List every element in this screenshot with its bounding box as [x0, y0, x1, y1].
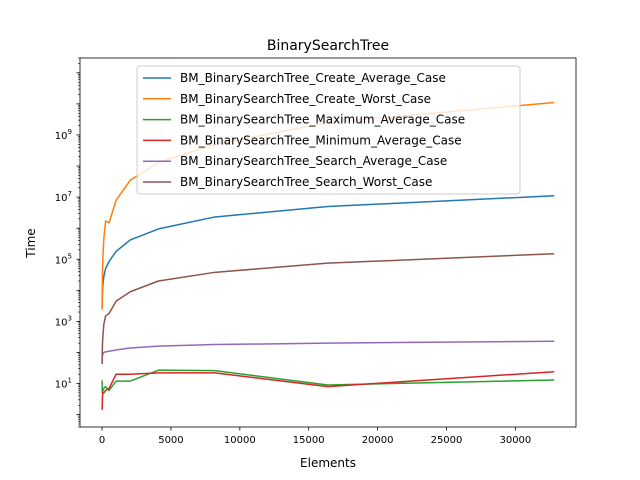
legend-label-2: BM_BinarySearchTree_Create_Worst_Case [180, 92, 431, 106]
series-line-6 [101, 253, 555, 365]
x-axis-ticks: 0 5000 10000 15000 20000 25000 30000 [99, 427, 531, 446]
legend-label-6: BM_BinarySearchTree_Search_Worst_Case [180, 175, 432, 189]
legend-label-3: BM_BinarySearchTree_Maximum_Average_Case [180, 113, 465, 127]
x-tick-label: 5000 [158, 435, 183, 446]
x-tick-label: 25000 [431, 435, 463, 446]
y-tick-label: 103 [55, 314, 72, 328]
series-line-4 [101, 370, 555, 410]
legend-label-1: BM_BinarySearchTree_Create_Average_Case [180, 71, 446, 85]
legend-label-5: BM_BinarySearchTree_Search_Average_Case [180, 154, 447, 168]
y-tick-label: 105 [55, 252, 72, 266]
y-axis-ticks: 101 103 105 107 109 [55, 57, 80, 428]
axes-frame [79, 57, 577, 428]
x-tick-label: 10000 [224, 435, 256, 446]
x-tick-label: 30000 [499, 435, 531, 446]
y-tick-label: 101 [55, 377, 72, 391]
axes-border [79, 57, 577, 428]
y-tick-label: 107 [55, 190, 72, 204]
y-axis-label: Time [24, 228, 38, 258]
legend-box [136, 65, 521, 195]
chart-title: BinarySearchTree [267, 38, 389, 54]
x-tick-label: 20000 [362, 435, 394, 446]
x-tick-label: 0 [99, 435, 105, 446]
x-axis-label: Elements [300, 456, 356, 470]
y-tick-label: 109 [55, 128, 72, 142]
series-layer [101, 101, 555, 410]
x-tick-label: 15000 [293, 435, 325, 446]
legend-label-4: BM_BinarySearchTree_Minimum_Average_Case [180, 133, 462, 147]
legend: BM_BinarySearchTree_Create_Average_Case B… [136, 65, 521, 195]
